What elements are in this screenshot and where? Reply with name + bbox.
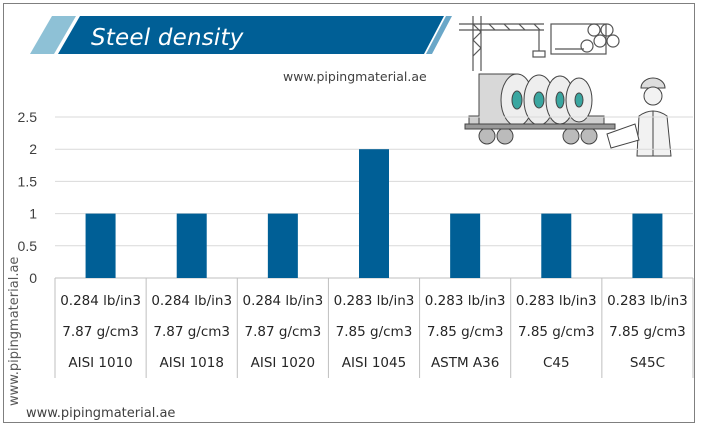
- chart-title: Steel density: [91, 25, 244, 51]
- x-density-label: 7.85 g/cm3: [336, 324, 413, 340]
- bar: [267, 213, 298, 278]
- pipes-icon: [550, 23, 620, 55]
- category-table: 0.284 lb/in3 0.284 lb/in3 0.284 lb/in3 0.28…: [54, 278, 694, 378]
- bar: [450, 213, 481, 278]
- title-banner: [30, 16, 452, 54]
- x-density-label: 7.85 g/cm3: [518, 324, 595, 340]
- x-density-label: 7.85 g/cm3: [427, 324, 504, 340]
- steel-transport-illustration: [459, 16, 672, 157]
- x-category-label: AISI 1018: [160, 355, 224, 371]
- bar: [359, 149, 389, 278]
- crane-icon: [459, 16, 546, 71]
- bar: [176, 213, 207, 278]
- site-url: www.pipingmaterial.ae: [283, 69, 427, 84]
- bottom-watermark: www.pipingmaterial.ae: [26, 406, 176, 421]
- x-category-label: AISI 1045: [342, 355, 406, 371]
- bars: [85, 149, 663, 278]
- bar: [85, 213, 116, 278]
- y-axis: 0 0.5 1 1.5 2 2.5: [18, 109, 38, 286]
- y-tick-label: 1: [29, 206, 37, 222]
- x-density-label: 7.87 g/cm3: [245, 324, 322, 340]
- x-density-label: 0.283 lb/in3: [334, 293, 415, 309]
- x-density-label: 0.284 lb/in3: [60, 293, 141, 309]
- x-category-label: AISI 1020: [251, 355, 315, 371]
- x-density-label: 0.283 lb/in3: [516, 293, 597, 309]
- bar: [541, 213, 572, 278]
- y-tick-label: 2: [29, 141, 37, 157]
- bar-chart: 00.511.522.5 0.284 lb/in3 0.284 lb/in3 0.2…: [18, 109, 694, 378]
- banner-accent-right: [426, 16, 452, 54]
- y-tick-label: 2.5: [18, 109, 38, 125]
- engineer-icon: [606, 77, 672, 157]
- x-density-label: 0.283 lb/in3: [607, 293, 688, 309]
- bar: [632, 213, 663, 278]
- banner-shape: [58, 16, 444, 54]
- x-density-label: 0.283 lb/in3: [425, 293, 506, 309]
- x-density-label: 0.284 lb/in3: [242, 293, 323, 309]
- x-category-label: AISI 1010: [68, 355, 132, 371]
- y-tick-label: 1.5: [18, 173, 38, 189]
- x-density-label: 7.85 g/cm3: [609, 324, 686, 340]
- chart-frame: Steel density www.pipingmaterial.ae: [3, 3, 695, 423]
- y-tick-label: 0: [29, 270, 37, 286]
- x-category-label: ASTM A36: [431, 355, 499, 371]
- x-category-label: S45C: [630, 355, 665, 371]
- x-density-label: 7.87 g/cm3: [153, 324, 230, 340]
- truck-with-steel-coils-icon: [464, 73, 616, 145]
- y-tick-label: 0.5: [18, 238, 38, 254]
- x-density-label: 0.284 lb/in3: [151, 293, 232, 309]
- x-density-label: 7.87 g/cm3: [62, 324, 139, 340]
- x-category-label: C45: [543, 355, 570, 371]
- side-watermark: www.pipingmaterial.ae: [7, 256, 22, 406]
- banner-accent-left: [30, 16, 76, 54]
